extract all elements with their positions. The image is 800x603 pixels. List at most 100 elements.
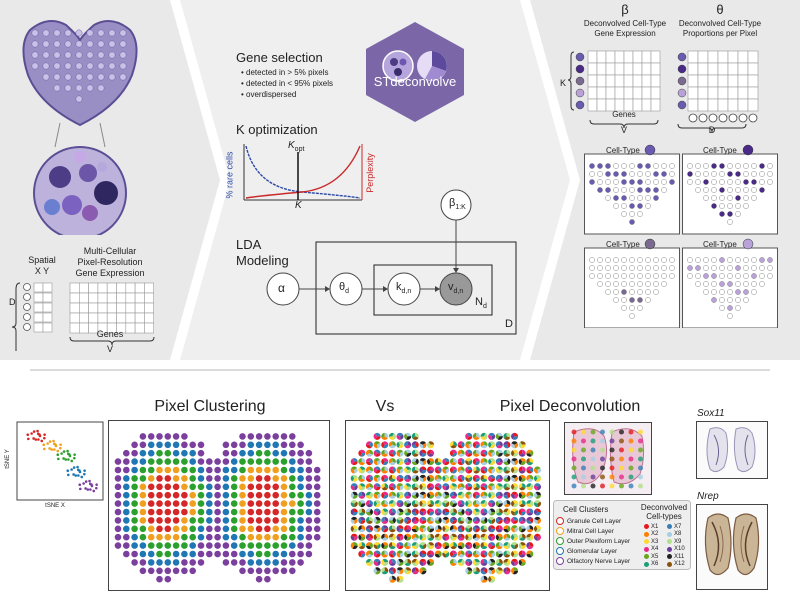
input-d-label: D [9,297,16,307]
deconvolution-pie [511,558,519,566]
deconvolution-pie [457,466,465,474]
tsne-point [64,458,68,461]
zoom-pixel [590,483,596,489]
deconvolution-slice [533,502,538,508]
deconvolution-pie [503,474,511,482]
celltype-pixel [759,179,765,185]
deconvolution-slice [519,470,526,474]
gene-cell [125,292,136,304]
deconvolution-slice [472,483,477,489]
deconvolution-slice [514,560,519,566]
deconvolution-pie [495,525,503,533]
gene2-label: Nrep [697,491,719,502]
cluster-pixel [147,500,155,507]
deconvolution-slice [389,444,396,449]
deconvolution-slice [453,441,457,447]
deconvolution-slice [506,559,511,566]
deconvolution-slice [488,483,495,487]
deconvolution-pie [434,458,442,466]
deconvolution-slice [488,516,495,521]
gene-cell [134,292,145,304]
deconvolution-slice [373,493,378,499]
deconvolution-slice [373,458,381,462]
deconvolution-slice [406,520,412,524]
deconvolution-slice [444,542,450,546]
deconvolution-slice [383,494,389,499]
deconvolution-slice [506,542,511,549]
deconvolution-pie [396,449,404,457]
cluster-pixel [230,542,238,549]
celltype-pixel [703,257,709,263]
celltype-pixel [661,273,667,279]
deconvolution-slice [489,478,496,482]
cluster-pixel [239,483,246,491]
deconvolution-slice [411,528,418,533]
deconvolution-slice [512,436,519,440]
celltype-pixel [629,211,635,217]
deconvolution-slice [537,468,541,474]
deconvolution-slice [369,492,373,499]
deconvolution-slice [404,542,408,548]
deconvolution-slice [514,476,519,482]
deconvolution-slice [375,486,381,491]
deconvolution-pie [381,432,389,440]
celltype-pixel [653,265,659,271]
legend-cluster-item: Glomerular Layer [556,546,636,556]
deconvolution-slice [396,483,403,487]
deconvolution-pie [404,491,412,499]
legend-type-label: X10 [674,546,685,553]
legend-type-swatch [644,546,649,552]
deconvolution-slice [396,449,403,454]
deconvolution-slice [414,483,419,489]
celltype-pixel [695,163,701,169]
deconvolution-slice [453,491,457,497]
deconvolution-slice [476,483,480,489]
theta-cell [727,74,739,88]
deconvolution-pie [350,542,358,550]
xy-label: X Y [34,266,50,276]
deconvolution-slice [497,567,503,571]
deconvolution-pie [503,516,511,524]
cluster-pixel [239,533,246,541]
legend-cluster-swatch [556,527,564,535]
deconvolution-pie [365,558,373,566]
deconvolution-slice [428,558,435,563]
deconvolution-pie [365,483,373,491]
deconvolution-slice [427,483,431,489]
cluster-pixel [197,508,205,516]
cluster-pixel [230,533,238,541]
cluster-pixel [206,533,213,541]
deconvolution-slice [442,518,447,524]
tsne-point [56,449,60,453]
legend-types-title-1: Deconvolved [640,503,688,512]
deconvolution-slice [465,508,472,512]
deconvolution-pie [457,558,465,566]
deconvolution-slice [453,508,457,514]
deconvolution-pie [373,466,381,474]
deconvolution-pie [465,466,473,474]
tissue-pixel [42,73,50,81]
deconvolution-slice [511,483,515,490]
deconvolution-slice [499,474,503,481]
deconvolution-slice [354,484,358,491]
deconvolution-slice [465,476,469,482]
deconvolution-slice [396,542,401,549]
deconvolution-pie [427,500,435,508]
deconvolution-pie [396,432,404,440]
deconvolution-slice [437,491,442,497]
deconvolution-pie [488,491,496,499]
cluster-pixel [289,441,296,449]
celltype-pixel [719,179,725,185]
deconvolution-pie [358,491,366,499]
tissue-pixel [53,51,61,59]
legend-type-item: X10 [667,546,690,554]
deconvolution-slice [422,442,427,449]
deconvolution-pie [465,449,473,457]
cluster-pixel [272,433,279,440]
deconvolution-slice [365,474,372,479]
celltype-pixel [719,171,725,177]
cluster-pixel [230,508,238,516]
legend-type-swatch [667,539,672,545]
cluster-pixel [156,441,163,449]
cluster-pixel [264,466,271,474]
